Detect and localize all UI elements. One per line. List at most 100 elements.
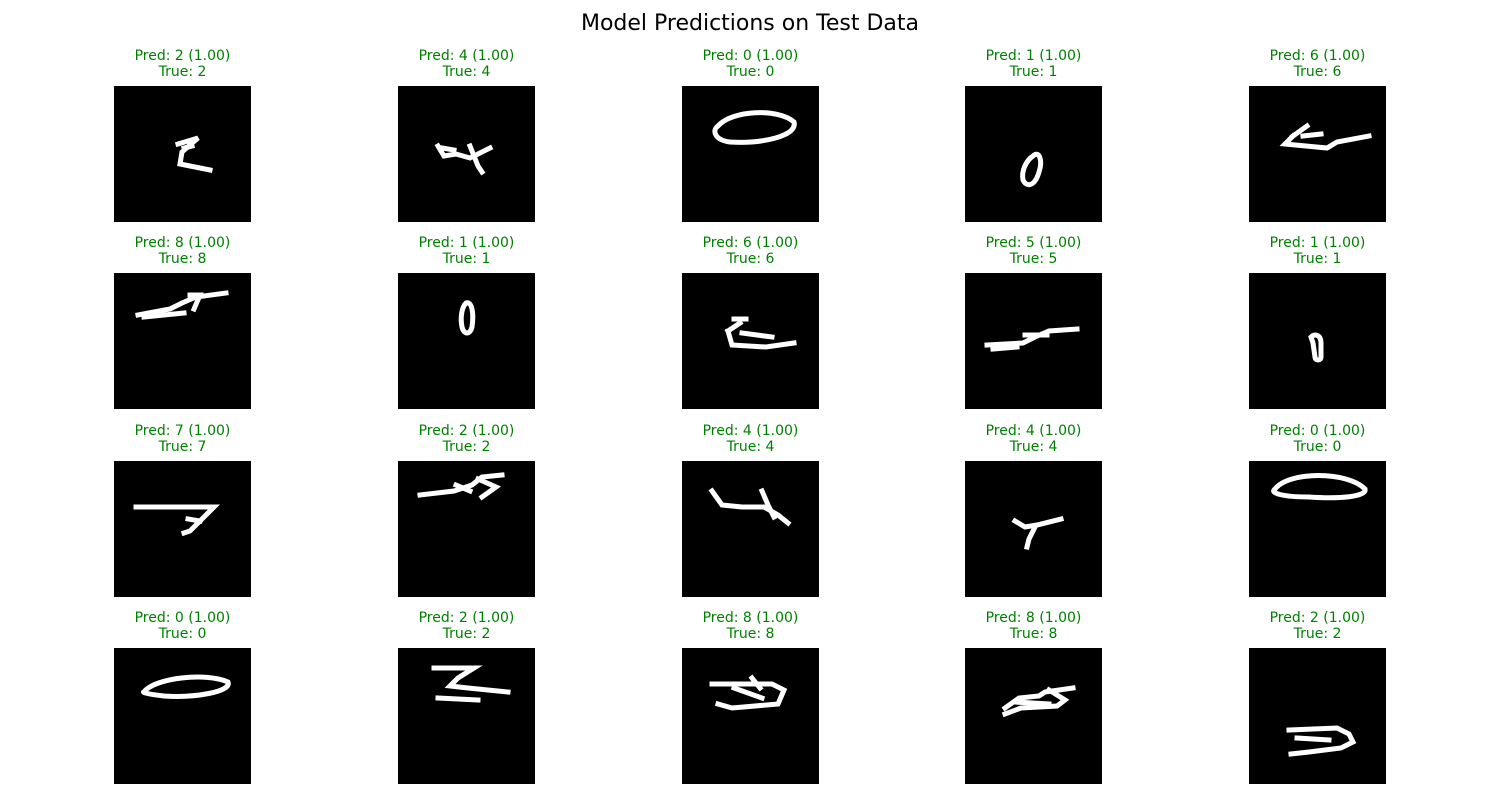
digit-stroke [709,681,788,711]
image-background [114,273,251,409]
digit-image [1249,86,1386,222]
prediction-label: Pred: 0 (1.00) [134,610,231,626]
digit-image [114,648,251,784]
true-label: True: 8 [1009,626,1058,642]
prediction-panel: Pred: 8 (1.00) True: 8 [114,235,251,409]
true-label: True: 2 [1293,626,1342,642]
image-background [682,86,819,222]
digit-stroke [708,487,792,527]
prediction-panel: Pred: 7 (1.00) True: 7 [114,423,251,597]
true-label: True: 2 [442,626,491,642]
digit-stroke [135,290,229,318]
prediction-label: Pred: 4 (1.00) [418,48,515,64]
prediction-label: Pred: 8 (1.00) [134,235,231,251]
digit-stroke [431,665,511,695]
image-background [965,648,1102,784]
panel-caption: Pred: 4 (1.00) True: 4 [348,48,585,80]
prediction-panel: Pred: 2 (1.00) True: 2 [1249,610,1386,784]
digit-image [1249,273,1386,409]
digit-image [965,86,1102,222]
image-background [1249,86,1386,222]
true-label: True: 4 [442,64,491,80]
digit-stroke [748,674,764,692]
prediction-panel: Pred: 0 (1.00) True: 0 [114,610,251,784]
digit-stroke [452,481,474,495]
prediction-panel: Pred: 2 (1.00) True: 2 [114,48,251,222]
prediction-label: Pred: 8 (1.00) [702,610,799,626]
digit-image [682,461,819,597]
digit-stroke [1279,122,1372,151]
digit-stroke [990,344,1020,352]
panel-caption: Pred: 6 (1.00) True: 6 [632,235,869,267]
panel-caption: Pred: 1 (1.00) True: 1 [348,235,585,267]
prediction-panel: Pred: 2 (1.00) True: 2 [398,423,535,597]
digit-stroke [439,145,457,153]
digit-stroke [466,142,486,176]
digit-image [682,86,819,222]
prediction-label: Pred: 7 (1.00) [134,423,231,439]
panel-caption: Pred: 8 (1.00) True: 8 [64,235,301,267]
prediction-panel: Pred: 6 (1.00) True: 6 [682,235,819,409]
digit-stroke [739,330,775,340]
true-label: True: 1 [1009,64,1058,80]
true-label: True: 1 [1293,251,1342,267]
digit-stroke [712,110,797,145]
panel-caption: Pred: 1 (1.00) True: 1 [1199,235,1436,267]
digit-stroke [458,300,476,336]
digit-stroke [724,316,797,350]
prediction-label: Pred: 8 (1.00) [985,610,1082,626]
prediction-panel: Pred: 1 (1.00) True: 1 [1249,235,1386,409]
digit-stroke [1011,515,1065,530]
digit-stroke [758,487,778,521]
digit-stroke [1012,699,1052,707]
image-background [1249,461,1386,597]
digit-stroke [187,292,204,313]
prediction-panel: Pred: 1 (1.00) True: 1 [965,48,1102,222]
panel-caption: Pred: 8 (1.00) True: 8 [632,610,869,642]
panel-caption: Pred: 1 (1.00) True: 1 [915,48,1152,80]
true-label: True: 2 [158,64,207,80]
prediction-label: Pred: 2 (1.00) [134,48,231,64]
image-background [682,461,819,597]
digit-stroke [174,135,213,173]
digit-stroke [141,674,231,699]
panel-caption: Pred: 0 (1.00) True: 0 [632,48,869,80]
panel-caption: Pred: 6 (1.00) True: 6 [1199,48,1436,80]
image-background [965,273,1102,409]
prediction-panel: Pred: 5 (1.00) True: 5 [965,235,1102,409]
true-label: True: 2 [442,439,491,455]
digit-stroke [1300,131,1324,139]
digit-stroke [1020,151,1044,188]
prediction-panel: Pred: 4 (1.00) True: 4 [965,423,1102,597]
prediction-label: Pred: 1 (1.00) [418,235,515,251]
digit-image [1249,648,1386,784]
prediction-label: Pred: 5 (1.00) [985,235,1082,251]
digit-stroke [185,516,203,524]
true-label: True: 0 [158,626,207,642]
true-label: True: 0 [726,64,775,80]
panel-caption: Pred: 2 (1.00) True: 2 [1199,610,1436,642]
digit-image [114,461,251,597]
panel-caption: Pred: 2 (1.00) True: 2 [64,48,301,80]
image-background [398,86,535,222]
prediction-label: Pred: 1 (1.00) [1269,235,1366,251]
prediction-panel: Pred: 0 (1.00) True: 0 [682,48,819,222]
prediction-label: Pred: 0 (1.00) [702,48,799,64]
panel-caption: Pred: 2 (1.00) True: 2 [348,610,585,642]
digit-image [114,273,251,409]
true-label: True: 4 [1009,439,1058,455]
digit-image [682,273,819,409]
digit-stroke [180,142,196,152]
panel-caption: Pred: 2 (1.00) True: 2 [348,423,585,455]
digit-stroke [435,695,481,703]
image-background [114,648,251,784]
prediction-label: Pred: 2 (1.00) [1269,610,1366,626]
true-label: True: 8 [158,251,207,267]
digit-stroke [1023,523,1039,551]
digit-image [398,648,535,784]
panel-caption: Pred: 0 (1.00) True: 0 [1199,423,1436,455]
image-background [398,273,535,409]
prediction-label: Pred: 1 (1.00) [985,48,1082,64]
true-label: True: 6 [1293,64,1342,80]
prediction-panel: Pred: 4 (1.00) True: 4 [398,48,535,222]
